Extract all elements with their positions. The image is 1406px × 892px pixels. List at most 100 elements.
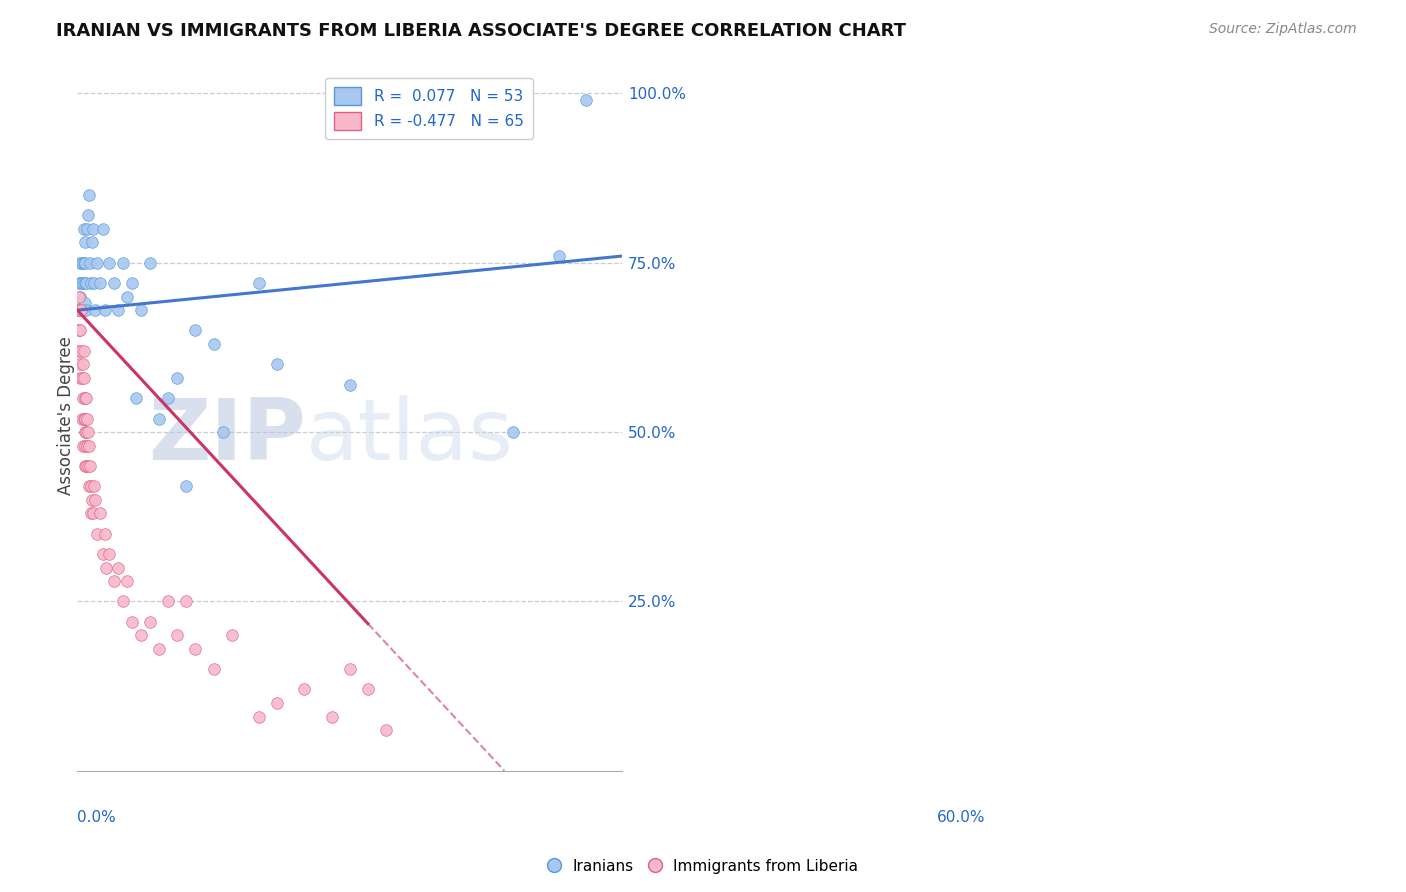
Point [148, 411, 170, 425]
Point [80, 492, 103, 507]
Point [73, 235, 96, 250]
Point [83, 276, 105, 290]
Point [166, 628, 188, 642]
Point [77, 188, 100, 202]
Point [70, 303, 93, 318]
Text: Source: ZipAtlas.com: Source: ZipAtlas.com [1209, 22, 1357, 37]
Point [96, 560, 118, 574]
Point [129, 628, 152, 642]
Point [547, 249, 569, 263]
Text: 60.0%: 60.0% [938, 810, 986, 825]
Point [69, 256, 91, 270]
Point [176, 594, 198, 608]
Text: IRANIAN VS IMMIGRANTS FROM LIBERIA ASSOCIATE'S DEGREE CORRELATION CHART: IRANIAN VS IMMIGRANTS FROM LIBERIA ASSOC… [56, 22, 907, 40]
Point [69, 324, 91, 338]
Point [98, 256, 121, 270]
Point [93, 303, 115, 318]
Point [93, 526, 115, 541]
Point [77, 439, 100, 453]
Point [117, 290, 139, 304]
Point [221, 628, 243, 642]
Point [502, 425, 524, 439]
Point [76, 439, 98, 453]
Point [83, 479, 105, 493]
Point [157, 594, 180, 608]
Point [75, 458, 97, 473]
Point [91, 222, 114, 236]
Point [67, 324, 90, 338]
Point [77, 425, 100, 439]
Point [75, 296, 97, 310]
Point [80, 276, 103, 290]
Point [107, 303, 129, 318]
Point [72, 303, 94, 318]
Point [75, 303, 97, 318]
Point [294, 682, 316, 697]
Point [176, 479, 198, 493]
Point [67, 303, 90, 318]
Point [79, 256, 101, 270]
Point [103, 276, 125, 290]
Point [72, 222, 94, 236]
Point [139, 615, 162, 629]
Point [72, 276, 94, 290]
Point [70, 303, 93, 318]
Point [67, 290, 90, 304]
Point [75, 276, 97, 290]
Point [73, 276, 96, 290]
Point [89, 507, 111, 521]
Point [73, 425, 96, 439]
Point [69, 371, 91, 385]
Y-axis label: Associate's Degree: Associate's Degree [58, 335, 75, 494]
Point [86, 256, 108, 270]
Text: ZIP: ZIP [149, 395, 307, 478]
Point [67, 303, 90, 318]
Point [247, 709, 270, 723]
Point [75, 439, 97, 453]
Point [266, 357, 288, 371]
Point [72, 411, 94, 425]
Point [80, 235, 103, 250]
Point [72, 391, 94, 405]
Point [339, 377, 361, 392]
Point [72, 439, 94, 453]
Point [80, 479, 103, 493]
Point [69, 290, 91, 304]
Point [121, 276, 143, 290]
Point [103, 574, 125, 588]
Point [72, 357, 94, 371]
Point [91, 547, 114, 561]
Point [67, 324, 90, 338]
Point [69, 357, 91, 371]
Point [89, 276, 111, 290]
Point [202, 662, 225, 676]
Point [80, 507, 103, 521]
Point [129, 303, 152, 318]
Point [375, 723, 398, 737]
Point [107, 560, 129, 574]
Point [72, 371, 94, 385]
Point [98, 547, 121, 561]
Point [70, 371, 93, 385]
Point [84, 303, 107, 318]
Point [75, 256, 97, 270]
Point [72, 256, 94, 270]
Point [211, 425, 233, 439]
Text: 0.0%: 0.0% [77, 810, 117, 825]
Point [125, 391, 148, 405]
Point [67, 343, 90, 358]
Point [75, 391, 97, 405]
Point [70, 276, 93, 290]
Point [70, 343, 93, 358]
Point [357, 682, 380, 697]
Point [67, 276, 90, 290]
Point [321, 709, 343, 723]
Point [157, 391, 180, 405]
Point [84, 492, 107, 507]
Point [184, 641, 207, 656]
Point [247, 276, 270, 290]
Point [75, 411, 97, 425]
Point [139, 256, 162, 270]
Point [202, 337, 225, 351]
Point [76, 411, 98, 425]
